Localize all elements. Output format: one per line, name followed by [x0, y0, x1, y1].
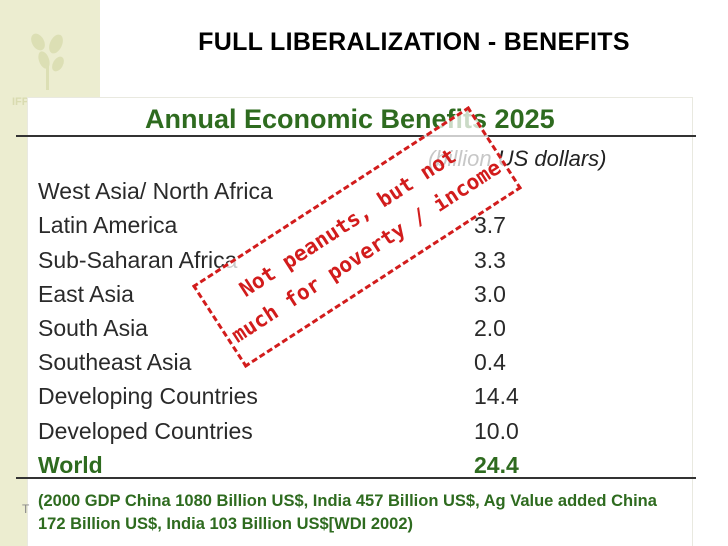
region-value: 3.7 [474, 212, 506, 238]
world-label: World [38, 452, 103, 478]
region-label: East Asia [38, 281, 134, 307]
ifpri-logo-icon [31, 33, 64, 90]
top-rule [16, 135, 696, 137]
slide-title: FULL LIBERALIZATION - BENEFITS [198, 28, 630, 56]
region-value: 3.3 [474, 247, 506, 273]
content-panel [28, 98, 692, 546]
region-value: 14.4 [474, 383, 519, 409]
world-value: 24.4 [474, 452, 519, 478]
region-value: 0.4 [474, 349, 506, 375]
region-label: Southeast Asia [38, 349, 192, 375]
region-label: Developing Countries [38, 383, 258, 409]
region-label: Developed Countries [38, 418, 253, 444]
region-label: South Asia [38, 315, 148, 341]
bottom-rule [16, 477, 696, 479]
footnote: (2000 GDP China 1080 Billion US$, India … [38, 492, 657, 533]
region-label: Sub-Saharan Africa [38, 247, 238, 273]
region-value: 2.0 [474, 315, 506, 341]
region-label: West Asia/ North Africa [38, 178, 273, 204]
region-value: 10.0 [474, 418, 519, 444]
region-value: 3.0 [474, 281, 506, 307]
table-title: Annual Economic Benefits 2025 [145, 104, 555, 134]
region-label: Latin America [38, 212, 178, 238]
left-margin-mark: T [22, 502, 30, 516]
